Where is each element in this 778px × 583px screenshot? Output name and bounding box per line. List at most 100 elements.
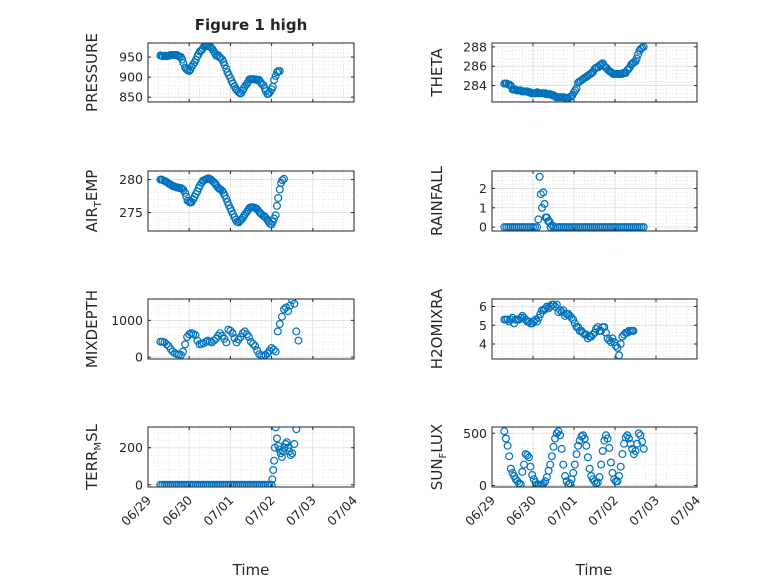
data-point xyxy=(275,445,284,454)
subplot-6: 4 5 6 H2OMIXRA xyxy=(428,288,698,369)
y-axis-label: AIRTEMP xyxy=(83,170,104,233)
axes-box xyxy=(147,298,355,360)
data-point xyxy=(267,480,276,487)
grid-lines xyxy=(147,299,355,359)
axes-box xyxy=(491,170,698,232)
y-tick-label: 0 xyxy=(479,478,487,493)
data-point xyxy=(189,60,198,69)
data-point xyxy=(549,300,558,309)
y-tick-label: 288 xyxy=(463,39,487,54)
data-point xyxy=(252,75,261,84)
x-tick-label: 07/04 xyxy=(324,492,360,528)
data-point xyxy=(534,313,543,322)
data-point xyxy=(557,444,566,453)
data-point xyxy=(282,438,291,447)
data-point xyxy=(277,312,286,321)
data-point xyxy=(595,473,604,482)
data-point xyxy=(255,75,264,84)
x-tick-label: 06/29 xyxy=(118,492,154,528)
data-point xyxy=(288,449,297,458)
data-point xyxy=(249,339,258,348)
data-point xyxy=(275,320,284,329)
data-point xyxy=(586,69,595,78)
y-axis-label: PRESSURE xyxy=(83,33,101,112)
data-point xyxy=(244,332,253,341)
y-axis-label: RAINFALL xyxy=(428,165,446,236)
data-point xyxy=(269,345,278,354)
data-point xyxy=(559,460,568,469)
data-point xyxy=(209,336,218,345)
y-tick-label: 0 xyxy=(479,220,487,235)
data-point xyxy=(574,441,583,450)
data-point xyxy=(273,201,282,210)
data-point xyxy=(268,475,277,484)
series-markers xyxy=(156,43,284,98)
data-point xyxy=(549,442,558,451)
data-point xyxy=(572,450,581,459)
data-point xyxy=(571,86,580,95)
data-point xyxy=(569,315,578,324)
data-point xyxy=(537,203,546,212)
y-tick-label: 5 xyxy=(479,318,487,333)
data-point xyxy=(271,211,280,220)
y-tick-label: 900 xyxy=(119,70,143,85)
data-point xyxy=(593,478,602,487)
data-point xyxy=(284,307,293,316)
y-tick-label: 200 xyxy=(119,440,143,455)
data-point xyxy=(616,340,625,349)
grid-lines xyxy=(147,427,355,487)
data-point xyxy=(222,338,231,347)
data-point xyxy=(290,440,299,449)
y-axis-label: TERRMSL xyxy=(83,423,104,491)
y-tick-label: 286 xyxy=(463,59,487,74)
y-tick-label: 284 xyxy=(463,78,487,93)
y-tick-label: 6 xyxy=(479,299,487,314)
data-point xyxy=(286,451,295,460)
grid-lines xyxy=(147,171,355,231)
y-tick-label: 0 xyxy=(135,477,143,492)
data-point xyxy=(276,449,285,458)
data-point xyxy=(634,429,643,438)
data-point xyxy=(618,450,627,459)
data-point xyxy=(624,434,633,443)
data-point xyxy=(261,351,270,359)
data-point xyxy=(638,437,647,446)
series-markers xyxy=(156,174,289,229)
axes-box xyxy=(147,170,355,232)
data-point xyxy=(598,59,607,68)
y-tick-label: 850 xyxy=(119,90,143,105)
series-markers xyxy=(500,427,648,487)
data-point xyxy=(506,464,515,473)
x-tick-label: 06/30 xyxy=(503,492,539,528)
data-point xyxy=(526,462,535,471)
data-point xyxy=(611,341,620,350)
data-point xyxy=(523,451,532,460)
y-axis-label: THETA xyxy=(428,48,446,98)
data-point xyxy=(598,447,607,456)
data-point xyxy=(273,434,282,443)
data-point xyxy=(251,342,260,351)
data-point xyxy=(590,65,599,74)
subplot-4: 0 1 2 RAINFALL xyxy=(428,165,698,236)
data-point xyxy=(545,217,554,226)
y-axis-label: H2OMIXRA xyxy=(428,288,446,369)
x-axis-label-right: Time xyxy=(575,561,613,579)
data-point xyxy=(284,443,293,452)
y-tick-label: 950 xyxy=(119,50,143,65)
y-axis-label: SUNFLUX xyxy=(428,424,449,490)
axes-box xyxy=(491,426,698,488)
data-point xyxy=(600,323,609,332)
data-point xyxy=(271,347,280,356)
data-point xyxy=(516,480,525,487)
data-point xyxy=(554,308,563,317)
axes-box xyxy=(147,42,355,103)
data-point xyxy=(274,194,283,203)
data-point xyxy=(606,338,615,347)
data-point xyxy=(290,299,299,308)
series-markers xyxy=(156,427,301,487)
data-point xyxy=(292,327,301,336)
data-point xyxy=(185,67,194,76)
data-point xyxy=(639,444,648,453)
data-point xyxy=(546,460,555,469)
